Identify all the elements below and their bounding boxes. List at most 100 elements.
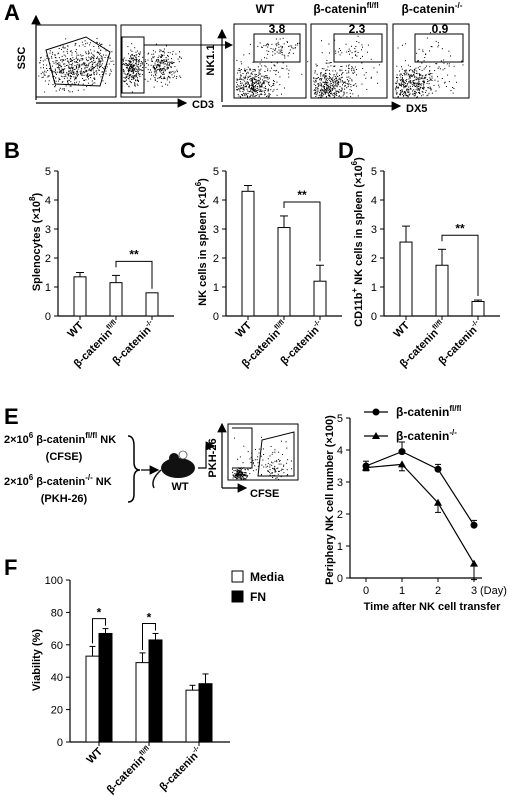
event-dot xyxy=(424,74,426,76)
event-dot xyxy=(105,70,107,72)
event-dot xyxy=(83,74,85,76)
event-dot xyxy=(164,70,166,72)
event-dot xyxy=(172,53,173,55)
event-dot xyxy=(156,59,157,61)
bar xyxy=(241,190,255,317)
event-dot xyxy=(84,40,86,42)
event-dot xyxy=(456,81,457,83)
event-dot xyxy=(316,89,318,91)
event-dot xyxy=(264,65,266,67)
event-dot xyxy=(271,43,273,45)
event-dot xyxy=(317,87,318,89)
event-dot xyxy=(242,94,243,96)
event-dot xyxy=(426,95,428,97)
event-dot xyxy=(333,75,335,77)
event-dot xyxy=(132,61,134,63)
event-dot xyxy=(419,88,421,90)
event-dot xyxy=(247,451,249,453)
event-dot xyxy=(314,89,316,91)
event-dot xyxy=(345,69,347,71)
event-dot xyxy=(133,65,135,67)
event-dot xyxy=(256,90,258,91)
event-dot xyxy=(174,71,176,73)
event-dot xyxy=(259,63,261,65)
event-dot xyxy=(328,94,330,96)
event-dot xyxy=(339,54,341,56)
event-dot xyxy=(408,82,410,84)
event-dot xyxy=(417,60,419,62)
event-dot xyxy=(236,476,238,478)
event-dot xyxy=(271,453,273,455)
event-dot xyxy=(167,61,169,63)
event-dot xyxy=(421,83,423,85)
event-dot xyxy=(399,90,401,91)
event-dot xyxy=(157,64,159,66)
event-dot xyxy=(330,91,332,93)
event-dot xyxy=(329,52,330,54)
event-dot xyxy=(353,84,355,86)
cfse-axis-label: CFSE xyxy=(250,488,279,500)
event-dot xyxy=(66,77,68,79)
event-dot xyxy=(237,89,239,91)
event-dot xyxy=(259,84,261,86)
event-dot xyxy=(397,87,399,89)
event-dot xyxy=(257,83,259,84)
event-dot xyxy=(421,76,423,78)
event-dot xyxy=(336,95,338,96)
panel-label-d: D xyxy=(338,138,354,163)
event-dot xyxy=(443,59,445,61)
event-dot xyxy=(341,69,343,71)
event-dot xyxy=(422,81,424,82)
event-dot xyxy=(415,73,417,74)
event-dot xyxy=(422,51,424,53)
y-tick-label: 4 xyxy=(371,195,377,207)
event-dot xyxy=(397,47,399,49)
event-dot xyxy=(405,95,407,97)
event-dot xyxy=(48,83,49,85)
event-dot xyxy=(245,86,247,88)
event-dot xyxy=(43,72,45,74)
event-dot xyxy=(416,82,418,84)
event-dot xyxy=(164,60,166,62)
event-dot xyxy=(255,88,256,90)
event-dot xyxy=(138,60,140,62)
event-dot xyxy=(250,78,252,79)
event-dot xyxy=(357,52,359,53)
event-dot xyxy=(408,81,410,83)
event-dot xyxy=(63,88,65,90)
x-tick-text: β-catenin xyxy=(110,324,153,367)
event-dot xyxy=(267,68,269,70)
event-dot xyxy=(416,73,418,75)
event-dot xyxy=(265,77,267,79)
event-dot xyxy=(238,473,240,475)
event-dot xyxy=(168,71,170,73)
event-dot xyxy=(63,54,65,56)
event-dot xyxy=(258,83,260,85)
event-dot xyxy=(399,73,401,75)
scatter-dots xyxy=(313,35,380,98)
event-dot xyxy=(319,90,321,92)
event-dot xyxy=(264,94,266,96)
event-dot xyxy=(138,59,140,61)
bar xyxy=(148,639,163,743)
event-dot xyxy=(254,76,256,78)
event-dot xyxy=(78,81,80,83)
event-dot xyxy=(430,87,432,89)
event-dot xyxy=(252,462,254,464)
event-dot xyxy=(323,68,325,70)
panel-label-e: E xyxy=(4,404,19,429)
event-dot xyxy=(243,85,245,87)
event-dot xyxy=(267,95,269,97)
event-dot xyxy=(320,72,322,74)
event-dot xyxy=(85,65,86,67)
event-dot xyxy=(78,45,80,47)
event-dot xyxy=(321,88,322,90)
event-dot xyxy=(239,456,241,458)
event-dot xyxy=(321,77,323,79)
event-dot xyxy=(64,63,66,65)
event-dot xyxy=(314,72,316,74)
event-dot xyxy=(419,87,421,89)
event-dot xyxy=(132,67,134,69)
